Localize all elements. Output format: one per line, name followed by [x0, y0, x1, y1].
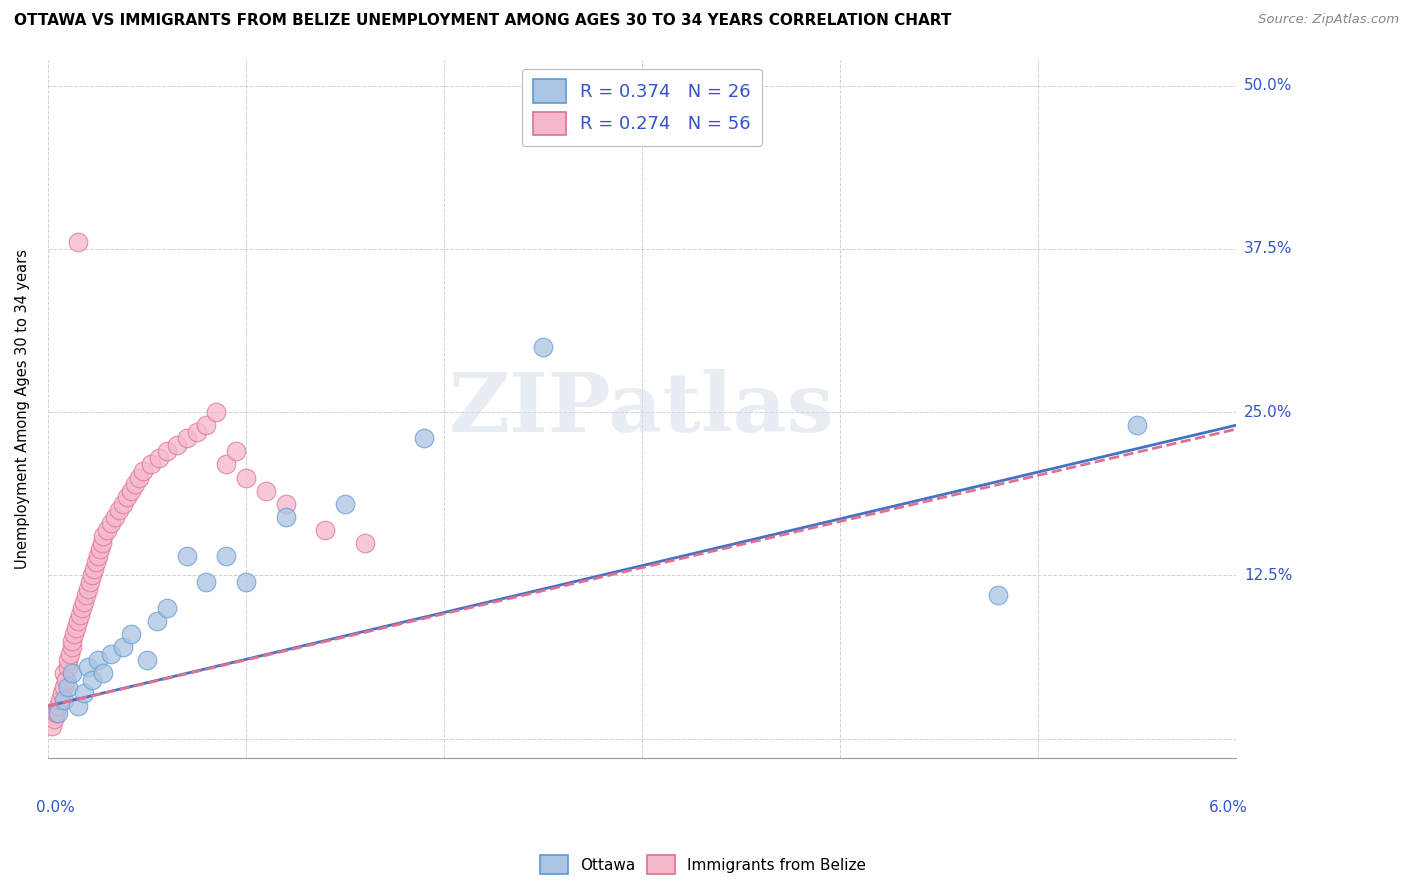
- Point: [124, 477, 146, 491]
- Point: [195, 574, 218, 589]
- Point: [60, 666, 83, 681]
- Text: ZIPatlas: ZIPatlas: [449, 369, 835, 449]
- Point: [93, 666, 115, 681]
- Point: [56, 653, 79, 667]
- Point: [52, 666, 75, 681]
- Point: [274, 509, 297, 524]
- Point: [79, 574, 101, 589]
- Text: 6.0%: 6.0%: [1209, 800, 1247, 815]
- Point: [45, 706, 67, 720]
- Point: [987, 588, 1010, 602]
- Point: [73, 594, 96, 608]
- Point: [176, 549, 198, 563]
- Point: [104, 509, 127, 524]
- Text: 25.0%: 25.0%: [1244, 405, 1292, 420]
- Point: [146, 614, 169, 628]
- Point: [235, 470, 257, 484]
- Point: [49, 692, 72, 706]
- Text: 12.5%: 12.5%: [1244, 568, 1292, 583]
- Point: [215, 549, 238, 563]
- Point: [314, 523, 336, 537]
- Point: [136, 653, 159, 667]
- Point: [76, 660, 98, 674]
- Point: [96, 523, 118, 537]
- Point: [205, 405, 228, 419]
- Point: [76, 582, 98, 596]
- Point: [115, 490, 138, 504]
- Point: [90, 536, 112, 550]
- Point: [80, 568, 103, 582]
- Point: [69, 607, 91, 622]
- Point: [62, 627, 84, 641]
- Point: [225, 444, 247, 458]
- Point: [333, 497, 356, 511]
- Text: 37.5%: 37.5%: [1244, 242, 1292, 257]
- Point: [195, 418, 218, 433]
- Y-axis label: Unemployment Among Ages 30 to 34 years: Unemployment Among Ages 30 to 34 years: [15, 249, 30, 569]
- Point: [112, 640, 135, 655]
- Point: [353, 536, 375, 550]
- Text: 50.0%: 50.0%: [1244, 78, 1292, 94]
- Point: [89, 542, 111, 557]
- Point: [93, 529, 115, 543]
- Point: [59, 647, 82, 661]
- Point: [128, 470, 150, 484]
- Point: [156, 601, 179, 615]
- Point: [120, 483, 142, 498]
- Legend: R = 0.374   N = 26, R = 0.274   N = 56: R = 0.374 N = 26, R = 0.274 N = 56: [522, 69, 762, 145]
- Point: [75, 588, 97, 602]
- Point: [56, 680, 79, 694]
- Point: [274, 497, 297, 511]
- Point: [84, 556, 107, 570]
- Point: [46, 699, 69, 714]
- Point: [1126, 418, 1149, 433]
- Point: [166, 438, 188, 452]
- Point: [46, 706, 69, 720]
- Text: OTTAWA VS IMMIGRANTS FROM BELIZE UNEMPLOYMENT AMONG AGES 30 TO 34 YEARS CORRELAT: OTTAWA VS IMMIGRANTS FROM BELIZE UNEMPLO…: [14, 13, 952, 29]
- Point: [176, 431, 198, 445]
- Point: [531, 340, 554, 354]
- Point: [52, 680, 75, 694]
- Point: [52, 692, 75, 706]
- Point: [235, 574, 257, 589]
- Point: [66, 614, 89, 628]
- Point: [112, 497, 135, 511]
- Point: [65, 621, 87, 635]
- Point: [215, 458, 238, 472]
- Text: Source: ZipAtlas.com: Source: ZipAtlas.com: [1258, 13, 1399, 27]
- Point: [51, 686, 73, 700]
- Point: [42, 712, 65, 726]
- Point: [66, 235, 89, 250]
- Point: [60, 633, 83, 648]
- Point: [66, 699, 89, 714]
- Point: [108, 503, 131, 517]
- Point: [70, 601, 93, 615]
- Point: [100, 647, 122, 661]
- Point: [41, 719, 63, 733]
- Point: [186, 425, 208, 439]
- Point: [60, 640, 83, 655]
- Point: [100, 516, 122, 531]
- Point: [80, 673, 103, 687]
- Point: [120, 627, 142, 641]
- Legend: Ottawa, Immigrants from Belize: Ottawa, Immigrants from Belize: [534, 849, 872, 880]
- Point: [148, 450, 170, 465]
- Point: [413, 431, 436, 445]
- Text: 0.0%: 0.0%: [37, 800, 75, 815]
- Point: [56, 660, 79, 674]
- Point: [132, 464, 155, 478]
- Point: [55, 673, 77, 687]
- Point: [86, 653, 108, 667]
- Point: [156, 444, 179, 458]
- Point: [254, 483, 277, 498]
- Point: [73, 686, 96, 700]
- Point: [83, 562, 105, 576]
- Point: [86, 549, 108, 563]
- Point: [139, 458, 162, 472]
